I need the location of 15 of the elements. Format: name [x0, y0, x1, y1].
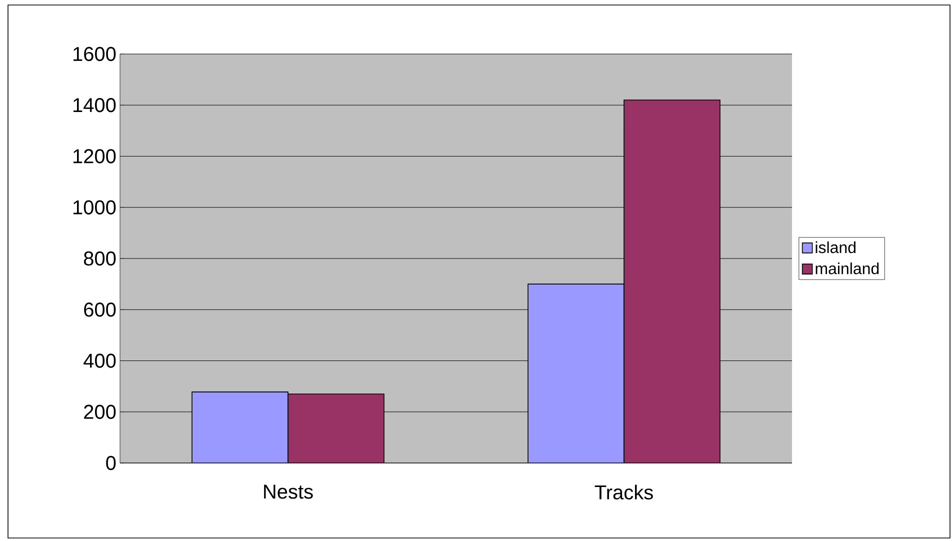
legend-label: island — [816, 241, 856, 254]
y-tick-label: 1600 — [74, 46, 116, 62]
x-tick-label: Tracks — [594, 484, 653, 500]
y-tick-label: 0 — [106, 456, 116, 470]
y-tick-label: 400 — [84, 354, 116, 368]
y-tick-label: 1000 — [74, 200, 116, 214]
y-tick-label: 800 — [84, 251, 116, 266]
bar — [528, 284, 624, 463]
y-tick-label: 1200 — [74, 149, 116, 164]
x-tick-label: Nests — [264, 484, 313, 499]
y-tick-label: 1400 — [74, 98, 116, 112]
legend-label: mainland — [816, 262, 879, 274]
y-tick-label: 600 — [84, 302, 116, 317]
bar — [192, 392, 288, 463]
y-tick-label: 200 — [84, 404, 116, 419]
